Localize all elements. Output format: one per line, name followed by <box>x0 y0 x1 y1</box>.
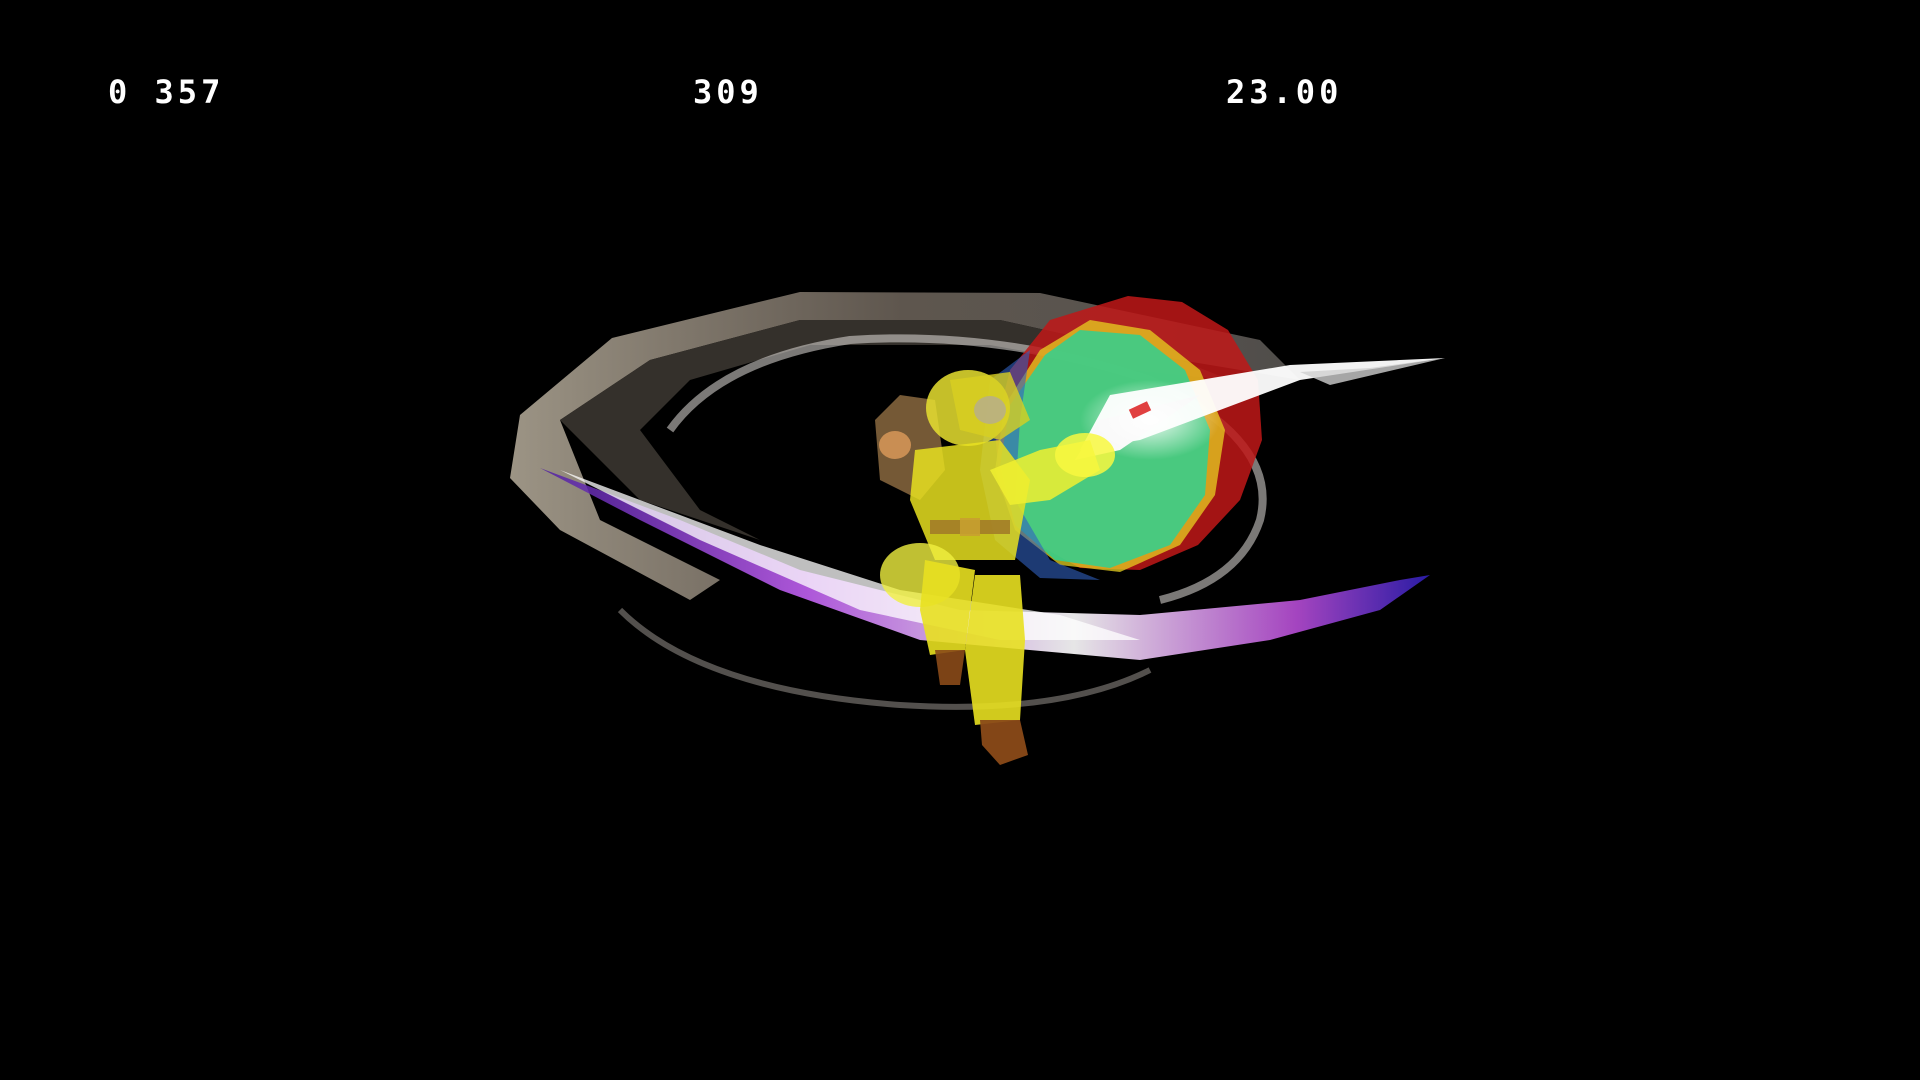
hud-counter-left: 0 357 <box>108 73 225 111</box>
hud-counter-right: 23.00 <box>1226 73 1343 111</box>
hud-counter-center: 309 <box>693 73 763 111</box>
link-character <box>875 370 1115 765</box>
sword-blade <box>1075 358 1445 460</box>
